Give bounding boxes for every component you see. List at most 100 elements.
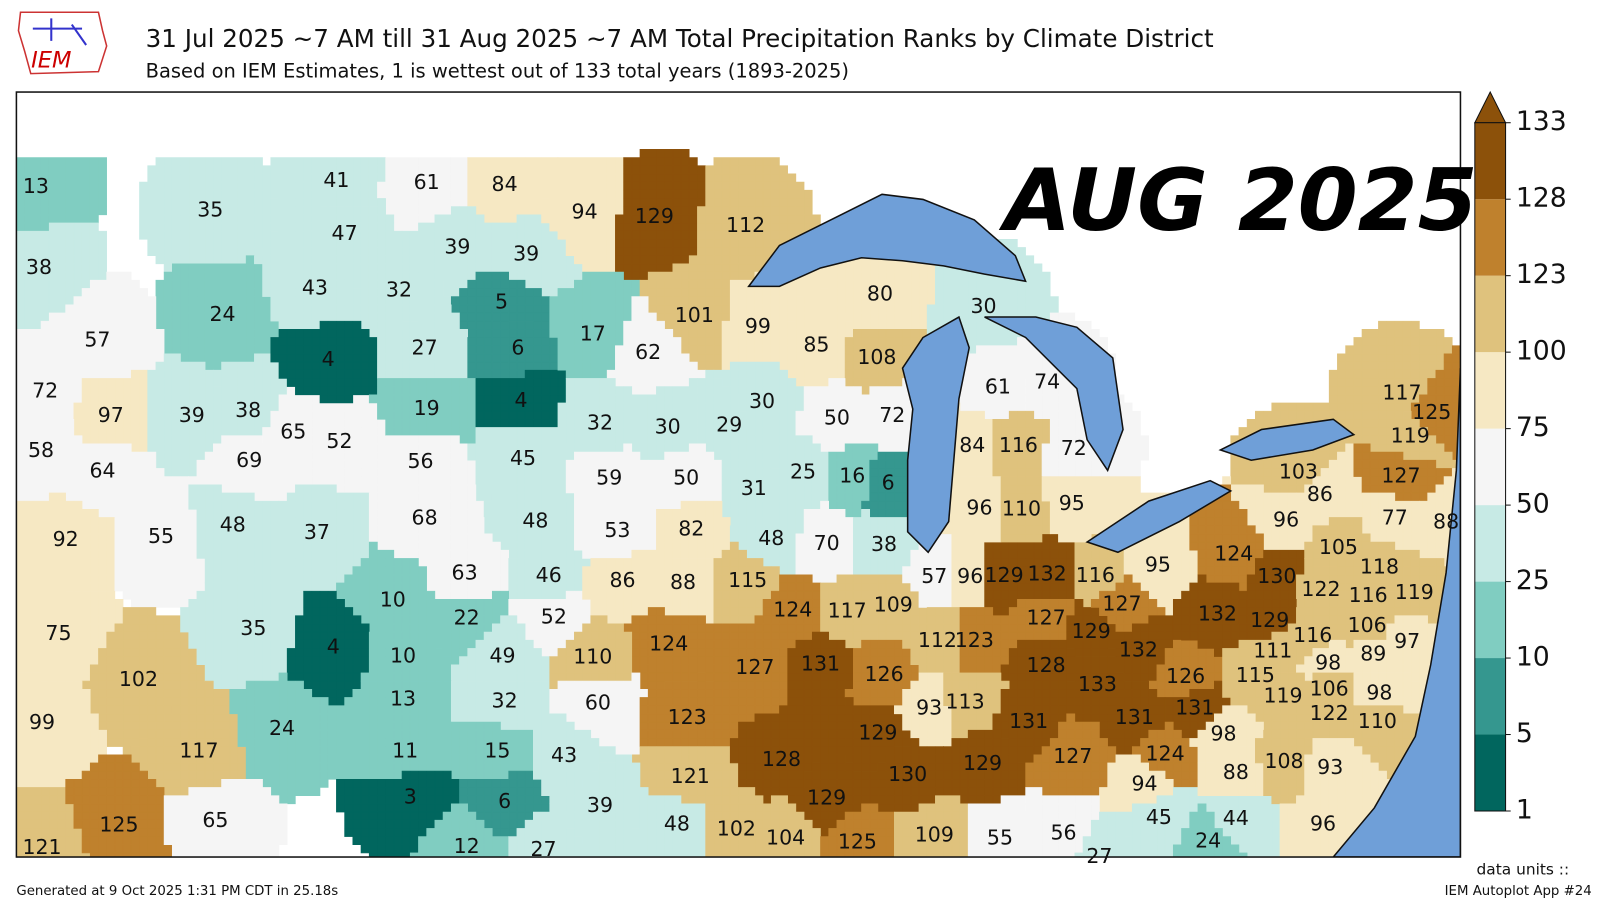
district-label: 95	[1145, 553, 1171, 577]
subtitle: Based on IEM Estimates, 1 is wettest out…	[146, 60, 849, 83]
district-label: 24	[210, 302, 236, 326]
district-label: 110	[1358, 709, 1397, 733]
district-label: 65	[202, 808, 228, 832]
district-label: 131	[1009, 709, 1048, 733]
colorbar-tick-label: 5	[1516, 718, 1533, 749]
district	[450, 615, 551, 682]
district-label: 113	[946, 690, 985, 714]
district-label: 64	[90, 458, 116, 482]
logo-text: IEM	[31, 48, 71, 74]
district-label: 116	[1293, 623, 1332, 647]
district-label: 52	[541, 605, 567, 629]
district	[16, 157, 107, 232]
district	[508, 541, 592, 600]
district	[828, 443, 879, 518]
district	[368, 484, 485, 559]
district-label: 116	[1349, 583, 1388, 607]
district-label: 39	[587, 793, 613, 817]
district	[1172, 803, 1248, 858]
district-label: 129	[984, 563, 1023, 587]
district-label: 32	[587, 410, 613, 434]
district-label: 85	[803, 333, 829, 357]
district	[229, 672, 345, 805]
district-label: 12	[454, 834, 480, 858]
colorbar-bin	[1474, 581, 1506, 659]
district	[16, 787, 91, 858]
district-label: 25	[790, 460, 816, 484]
colorbar-bin	[1474, 275, 1506, 353]
district-label: 72	[879, 403, 905, 427]
colorbar-tick-label: 123	[1516, 259, 1567, 290]
district-label: 74	[1034, 370, 1060, 394]
generated-label: Generated at 9 Oct 2025 1:31 PM CDT in 2…	[16, 884, 338, 899]
district-label: 88	[1433, 510, 1459, 534]
district-label: 46	[536, 563, 562, 587]
district-label: 127	[1027, 606, 1066, 630]
units-label: data units ::	[1477, 860, 1570, 878]
district-label: 127	[735, 655, 774, 679]
district-label: 122	[1310, 701, 1349, 725]
district-label: 10	[390, 644, 416, 668]
district	[1197, 795, 1281, 858]
district	[450, 721, 534, 780]
district-label: 47	[332, 221, 358, 245]
district	[770, 435, 829, 510]
district-label: 112	[918, 628, 957, 652]
district-label: 63	[452, 561, 478, 585]
district-label: 24	[1195, 829, 1221, 853]
district-label: 72	[1061, 436, 1087, 460]
district-label: 108	[1264, 749, 1303, 773]
district	[401, 206, 493, 297]
district-label: 109	[874, 592, 913, 616]
district-label: 80	[867, 282, 893, 306]
colorbar-tick-label: 10	[1516, 642, 1550, 673]
district-label: 32	[386, 277, 412, 301]
district	[533, 713, 616, 805]
district-label: 132	[1119, 637, 1158, 661]
district-label: 61	[985, 375, 1011, 399]
district	[713, 361, 805, 445]
district-label: 92	[53, 527, 79, 551]
district-label: 111	[1253, 638, 1292, 662]
colorbar-bin	[1474, 505, 1506, 582]
colorbar-tick-label: 133	[1516, 106, 1567, 137]
district-label: 119	[1263, 683, 1302, 707]
district-label: 11	[392, 739, 418, 763]
district-label: 61	[414, 170, 440, 194]
map-frame	[15, 91, 1462, 858]
district-label: 13	[23, 174, 49, 198]
district-label: 132	[1198, 602, 1237, 626]
district-label: 93	[916, 696, 942, 720]
district-label: 118	[1360, 555, 1399, 579]
logo: IEM	[17, 11, 108, 75]
district	[270, 320, 378, 404]
district-label: 129	[963, 751, 1002, 775]
district-label: 96	[1273, 508, 1299, 532]
district-label: 128	[1027, 653, 1066, 677]
district-label: 124	[1146, 742, 1185, 766]
district-label: 60	[585, 691, 611, 715]
district-label: 24	[269, 716, 295, 740]
colorbar-bin	[1474, 734, 1506, 812]
district-label: 115	[1236, 663, 1275, 687]
district-label: 50	[824, 405, 850, 429]
colorbar-tick-label: 25	[1516, 565, 1550, 596]
district	[1197, 746, 1264, 796]
district-label: 129	[858, 720, 897, 744]
district-label: 53	[604, 518, 630, 542]
district-label: 10	[380, 587, 406, 611]
district-label: 70	[814, 531, 840, 555]
district-label: 126	[865, 662, 904, 686]
district-label: 29	[716, 412, 742, 436]
district-label: 95	[1059, 491, 1085, 515]
district	[1172, 574, 1248, 657]
district-label: 38	[26, 255, 52, 279]
page-content: IEM 31 Jul 2025 ~7 AM till 31 Aug 2025 ~…	[15, 11, 1592, 899]
district-label: 125	[1412, 400, 1451, 424]
colorbar-bin	[1474, 352, 1506, 429]
district-label: 17	[580, 321, 606, 345]
lake-huron	[984, 316, 1124, 473]
district	[557, 754, 649, 858]
district-label: 129	[1072, 619, 1111, 643]
district-label: 59	[596, 466, 622, 490]
